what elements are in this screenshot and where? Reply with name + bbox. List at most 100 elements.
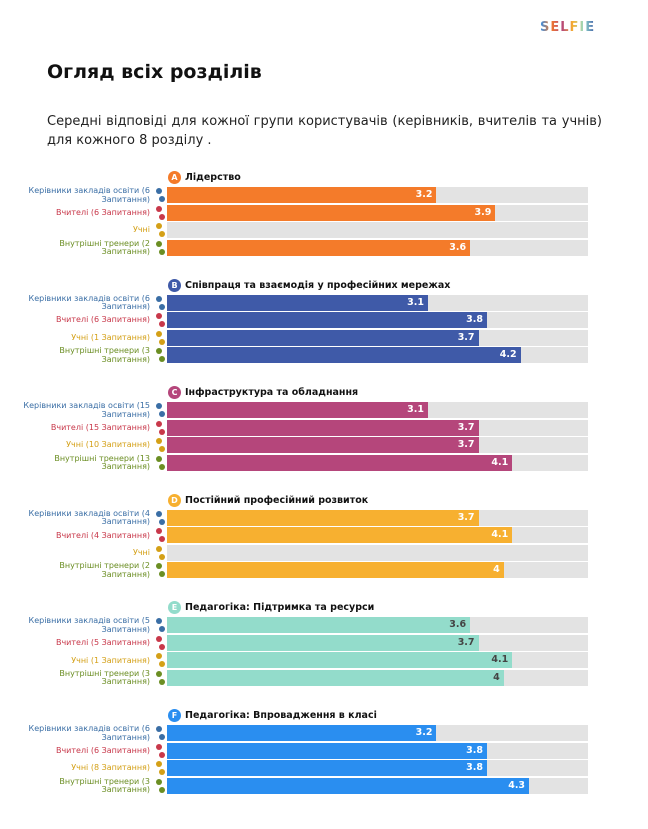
group-icon	[159, 321, 165, 328]
category-label: Внутрішні тренери (3 Запитання)	[59, 668, 150, 687]
category-label: Внутрішні тренери (3 Запитання)	[59, 776, 150, 794]
bar	[167, 454, 513, 471]
group-icon	[159, 248, 165, 255]
bar	[167, 760, 487, 776]
value-label: 3.7	[457, 421, 475, 433]
group-icon	[156, 743, 162, 750]
group-icon	[159, 196, 165, 202]
bar	[167, 652, 513, 669]
group-icon	[156, 653, 162, 660]
category-label: Учні (8 Запитання)	[71, 763, 150, 773]
category-label: Учні (1 Запитання)	[71, 332, 150, 342]
value-label: 4	[493, 564, 500, 576]
section-badge: E	[168, 601, 181, 615]
bar	[167, 634, 479, 651]
category-label: Вчителі (6 Запитання)	[55, 207, 150, 217]
value-label: 3.7	[457, 439, 475, 451]
category-label: Учні (1 Запитання)	[71, 655, 150, 665]
section-badge: C	[168, 386, 181, 400]
bar	[167, 509, 479, 526]
group-icon	[156, 670, 162, 677]
page-title: Огляд всіх розділів	[47, 61, 262, 83]
category-label: Учні	[132, 548, 150, 558]
category-label: Керівники закладів освіти (6 Запитання)	[28, 293, 150, 312]
category-label: Вчителі (6 Запитання)	[55, 315, 150, 325]
group-icon	[156, 205, 162, 212]
category-label: Внутрішні тренери (2 Запитання)	[59, 561, 150, 579]
chart-title: Співпраця та взаємодія у професійних мер…	[185, 279, 451, 291]
value-label: 4.1	[491, 654, 509, 666]
bar-background	[167, 222, 588, 238]
bar	[167, 187, 437, 203]
bar	[167, 312, 487, 329]
bar	[167, 239, 471, 256]
value-label: 4.1	[491, 456, 509, 468]
category-label: Керівники закладів освіти (5 Запитання)	[28, 616, 150, 634]
bar	[167, 329, 479, 346]
group-icon	[159, 231, 165, 237]
group-icon	[156, 438, 162, 445]
group-icon	[156, 563, 162, 570]
bar	[167, 419, 479, 436]
group-icon	[159, 411, 165, 418]
category-label: Керівники закладів освіти (6 Запитання)	[28, 186, 150, 204]
group-icon	[159, 626, 165, 633]
category-label: Керівники закладів освіти (6 Запитання)	[28, 724, 150, 742]
bar	[167, 294, 429, 311]
value-label: 3.2	[415, 727, 433, 738]
group-icon	[156, 778, 162, 785]
value-label: 3.7	[457, 636, 475, 648]
bar	[167, 777, 530, 794]
category-label: Внутрішні тренери (3 Запитання)	[59, 346, 150, 364]
group-icon	[159, 338, 165, 345]
group-icon	[156, 761, 162, 767]
group-icon	[156, 420, 162, 427]
category-label: Внутрішні тренери (13 Запитання)	[54, 453, 150, 472]
bar	[167, 617, 471, 634]
group-icon	[156, 295, 162, 302]
category-label: Вчителі (6 Запитання)	[55, 745, 150, 755]
category-label: Вчителі (5 Запитання)	[55, 638, 150, 648]
value-label: 3.1	[407, 404, 425, 416]
value-label: 3.6	[449, 241, 467, 253]
page-subtitle: Середні відповіді для кожної групи корис…	[47, 114, 602, 148]
group-icon	[156, 188, 162, 194]
category-label: Керівники закладів освіти (4 Запитання)	[28, 508, 150, 527]
group-icon	[159, 463, 165, 470]
group-icon	[159, 678, 165, 685]
bar	[167, 742, 487, 759]
value-label: 4	[493, 671, 500, 683]
group-icon	[159, 446, 165, 453]
group-icon	[156, 726, 162, 732]
value-label: 4.1	[491, 529, 509, 541]
value-label: 3.8	[466, 314, 483, 326]
section-badge: F	[168, 709, 181, 722]
group-icon	[156, 330, 162, 337]
bar-background	[167, 544, 588, 561]
group-icon	[159, 643, 165, 650]
bar	[167, 562, 504, 579]
bar	[167, 347, 521, 364]
value-label: 3.1	[407, 296, 425, 308]
group-icon	[156, 635, 162, 642]
bar	[167, 402, 429, 419]
group-icon	[159, 751, 165, 758]
group-icon	[159, 786, 165, 793]
group-icon	[159, 518, 165, 525]
category-label: Учні (10 Запитання)	[66, 440, 150, 450]
bar	[167, 204, 496, 221]
group-icon	[156, 618, 162, 625]
group-icon	[156, 223, 162, 229]
chart-title: Педагогіка: Підтримка та ресурси	[185, 602, 375, 614]
group-icon	[156, 348, 162, 355]
bar	[167, 437, 479, 454]
chart-title: Лідерство	[185, 172, 241, 183]
value-label: 3.8	[466, 744, 483, 756]
bar	[167, 527, 513, 544]
category-label: Учні	[132, 225, 150, 235]
group-icon	[156, 240, 162, 247]
category-label: Вчителі (4 Запитання)	[55, 530, 150, 540]
group-icon	[159, 734, 165, 740]
group-icon	[159, 356, 165, 363]
